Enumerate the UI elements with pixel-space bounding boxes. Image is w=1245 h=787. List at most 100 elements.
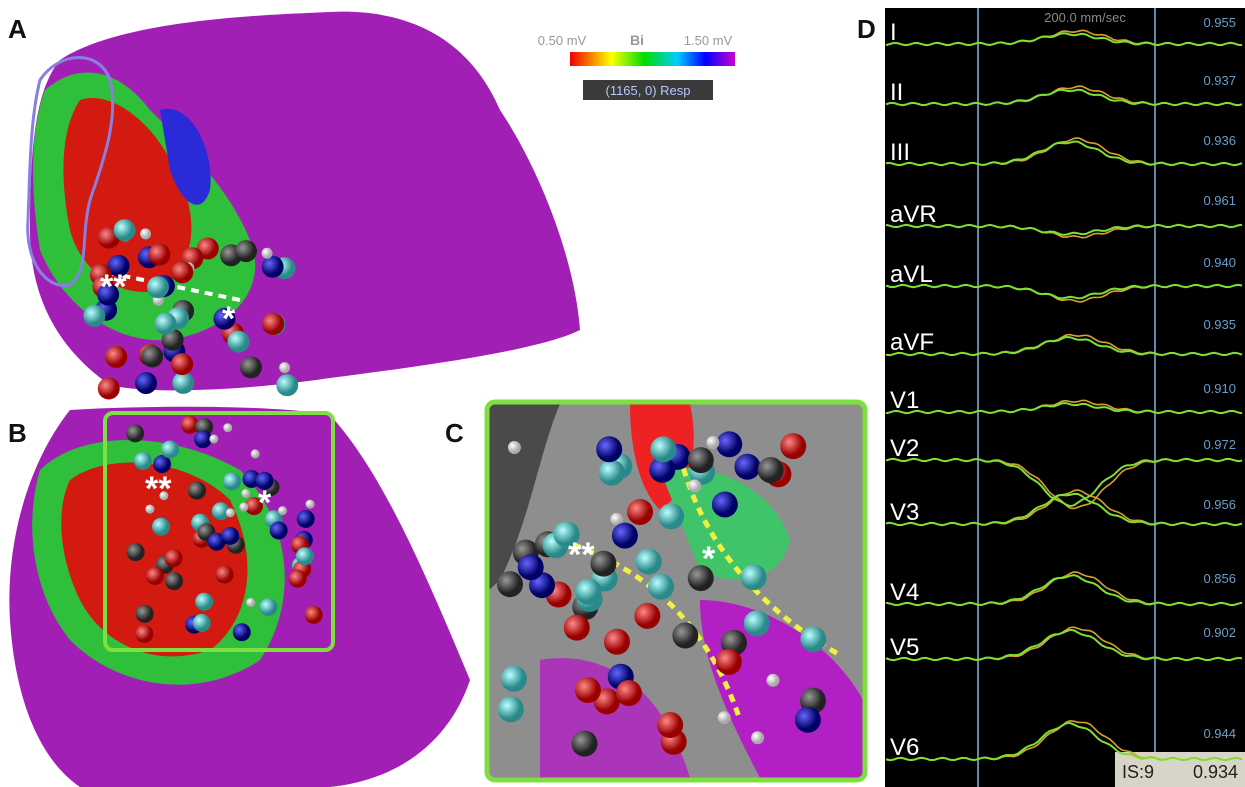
sphere	[216, 566, 234, 584]
lead-correlation: 0.937	[1203, 73, 1236, 88]
marker: *	[258, 484, 272, 522]
sphere	[165, 572, 183, 590]
colorbar-max: 1.50 mV	[684, 33, 733, 48]
sphere	[636, 549, 662, 575]
sphere	[604, 629, 630, 655]
sphere	[195, 593, 213, 611]
panel-label: D	[857, 14, 876, 44]
sphere	[105, 346, 127, 368]
sphere	[306, 500, 315, 509]
sphere	[599, 460, 625, 486]
sphere	[572, 731, 598, 757]
sphere	[718, 711, 731, 724]
figure: A ** * 0.50 mV Bi 1.50 mV (1165, 0) Resp…	[0, 0, 1245, 787]
sphere	[262, 248, 273, 259]
lead-name: V3	[890, 499, 919, 526]
lead-name: V1	[890, 387, 919, 414]
sphere	[193, 614, 211, 632]
sphere	[305, 606, 323, 624]
sphere	[751, 731, 764, 744]
sphere	[251, 449, 260, 458]
sphere	[136, 605, 154, 623]
colorbar-mode: Bi	[630, 32, 644, 48]
lead-name: V5	[890, 634, 919, 661]
lead-correlation: 0.955	[1203, 15, 1236, 30]
marker: **	[145, 470, 172, 508]
sphere	[498, 696, 524, 722]
sphere	[165, 549, 183, 567]
sphere	[259, 598, 277, 616]
sphere	[270, 521, 288, 539]
sphere	[276, 374, 298, 396]
sphere	[716, 431, 742, 457]
panel-label: B	[8, 418, 27, 448]
panel-b: B ** *	[8, 407, 470, 787]
sphere	[296, 547, 314, 565]
sphere	[657, 712, 683, 738]
lead-name: aVR	[890, 201, 937, 228]
marker: **	[100, 268, 127, 306]
colorbar-min: 0.50 mV	[538, 33, 587, 48]
sphere	[262, 313, 284, 335]
sphere	[141, 345, 163, 367]
sphere	[688, 479, 701, 492]
sphere	[658, 503, 684, 529]
sphere	[716, 649, 742, 675]
sphere	[508, 441, 521, 454]
sphere	[155, 313, 177, 335]
sphere	[278, 506, 287, 515]
sphere	[518, 554, 544, 580]
sphere	[596, 436, 622, 462]
sphere	[223, 423, 232, 432]
sphere	[780, 433, 806, 459]
sphere	[148, 244, 170, 266]
sphere	[233, 623, 251, 641]
sphere	[223, 472, 241, 490]
lead-name: II	[890, 79, 903, 106]
sphere	[706, 436, 719, 449]
panel-label: C	[445, 418, 464, 448]
lead-name: V6	[890, 734, 919, 761]
panel-c: C ** *	[445, 402, 865, 780]
sphere	[800, 626, 826, 652]
sphere	[627, 499, 653, 525]
sphere	[146, 567, 164, 585]
lead-correlation: 0.961	[1203, 193, 1236, 208]
sphere	[134, 452, 152, 470]
lead-correlation: 0.940	[1203, 255, 1236, 270]
sphere	[672, 623, 698, 649]
sphere	[564, 615, 590, 641]
lead-name: V4	[890, 579, 919, 606]
lead-name: III	[890, 139, 910, 166]
sphere	[235, 240, 257, 262]
sphere	[171, 353, 193, 375]
sphere	[246, 598, 255, 607]
sphere	[795, 707, 821, 733]
summary-id: IS:9	[1122, 762, 1154, 782]
sphere	[226, 508, 235, 517]
sphere	[262, 256, 284, 278]
sphere	[98, 377, 120, 399]
sphere	[758, 457, 784, 483]
sphere	[114, 219, 136, 241]
sphere	[221, 527, 239, 545]
sphere	[634, 603, 660, 629]
sphere	[279, 362, 290, 373]
sphere	[83, 305, 105, 327]
lead-correlation: 0.902	[1203, 625, 1236, 640]
sphere	[712, 491, 738, 517]
status-text: (1165, 0) Resp	[605, 83, 690, 98]
lead-correlation: 0.935	[1203, 317, 1236, 332]
sphere	[194, 430, 212, 448]
lead-correlation: 0.936	[1203, 133, 1236, 148]
lead-correlation: 0.956	[1203, 497, 1236, 512]
sphere	[135, 372, 157, 394]
lead-name: aVF	[890, 329, 934, 356]
sphere	[497, 571, 523, 597]
sphere	[152, 518, 170, 536]
lead-name: I	[890, 19, 897, 46]
sphere	[734, 454, 760, 480]
sphere	[239, 502, 248, 511]
lead-correlation: 0.910	[1203, 381, 1236, 396]
sphere	[501, 666, 527, 692]
